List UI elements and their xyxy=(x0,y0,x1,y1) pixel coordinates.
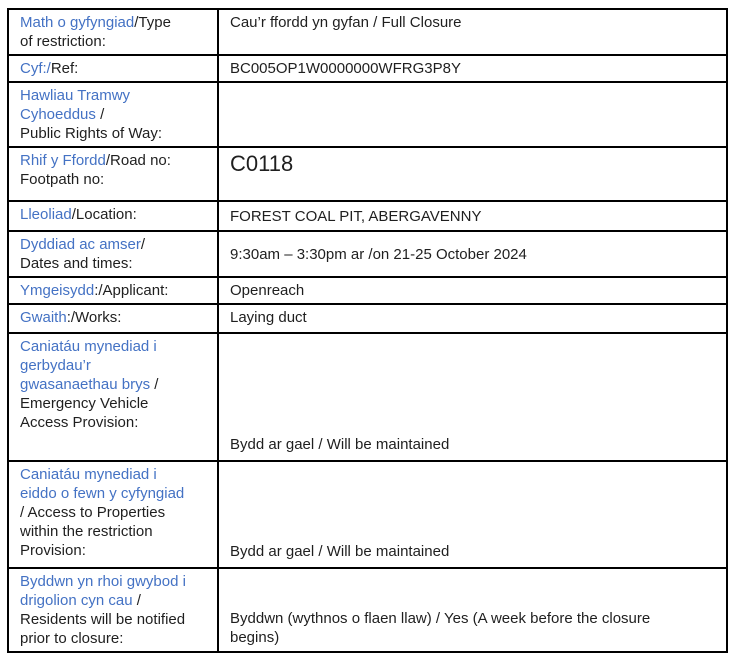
table-row-road-no: Rhif y Ffordd/Road no: Footpath no: C011… xyxy=(7,146,728,202)
cell-value: Openreach xyxy=(230,282,305,299)
table-row-type-of-restriction: Math o gyfyngiad/Type of restriction: Ca… xyxy=(7,8,728,56)
label-english: / Emergency Vehicle Access Provision: xyxy=(20,376,159,431)
label-english: :/Applicant: xyxy=(94,282,169,299)
cell-value: Bydd ar gael / Will be maintained xyxy=(230,543,450,560)
label-welsh: Caniatáu mynediad i gerbydau’r gwasanaet… xyxy=(20,338,157,393)
table-row-location: Lleoliad/Location: FOREST COAL PIT, ABER… xyxy=(7,200,728,232)
label-english: /Location: xyxy=(71,206,137,223)
value-cell-applicant: Openreach xyxy=(217,276,728,305)
value-cell-dates-and-times: 9:30am – 3:30pm ar /on 21-25 October 202… xyxy=(217,230,728,278)
value-cell-public-rights-of-way xyxy=(217,81,728,148)
label-welsh: Cyf:/ xyxy=(20,60,51,77)
cell-value: Laying duct xyxy=(230,309,307,326)
label-english: / Residents will be notified prior to cl… xyxy=(20,592,186,647)
value-cell-access-to-properties: Bydd ar gael / Will be maintained xyxy=(217,460,728,569)
label-cell-dates-and-times: Dyddiad ac amser/ Dates and times: xyxy=(7,230,219,278)
label-cell-road-no: Rhif y Ffordd/Road no: Footpath no: xyxy=(7,146,219,202)
label-english: / Access to Properties within the restri… xyxy=(20,504,166,559)
label-cell-works: Gwaith:/Works: xyxy=(7,303,219,334)
label-cell-access-to-properties: Caniatáu mynediad i eiddo o fewn y cyfyn… xyxy=(7,460,219,569)
table-row-dates-and-times: Dyddiad ac amser/ Dates and times: 9:30a… xyxy=(7,230,728,278)
restriction-notice-table: Math o gyfyngiad/Type of restriction: Ca… xyxy=(7,8,728,653)
label-welsh: Byddwn yn rhoi gwybod i drigolion cyn ca… xyxy=(20,573,186,609)
cell-value: FOREST COAL PIT, ABERGAVENNY xyxy=(230,207,482,225)
table-row-works: Gwaith:/Works: Laying duct xyxy=(7,303,728,334)
value-cell-emergency-vehicle-access: Bydd ar gael / Will be maintained xyxy=(217,332,728,462)
value-cell-ref: BC005OP1W0000000WFRG3P8Y xyxy=(217,54,728,83)
value-cell-residents-notified: Byddwn (wythnos o flaen llaw) / Yes (A w… xyxy=(217,567,728,653)
table-row-access-to-properties: Caniatáu mynediad i eiddo o fewn y cyfyn… xyxy=(7,460,728,569)
label-english: :/Works: xyxy=(66,309,122,326)
table-row-public-rights-of-way: Hawliau Tramwy Cyhoeddus / Public Rights… xyxy=(7,81,728,148)
label-welsh: Dyddiad ac amser xyxy=(20,236,141,253)
label-welsh: Caniatáu mynediad i eiddo o fewn y cyfyn… xyxy=(20,466,185,502)
cell-value: BC005OP1W0000000WFRG3P8Y xyxy=(230,60,461,77)
label-welsh: Rhif y Ffordd xyxy=(20,152,106,169)
label-cell-ref: Cyf:/Ref: xyxy=(7,54,219,83)
cell-value: C0118 xyxy=(230,151,294,176)
cell-value: Byddwn (wythnos o flaen llaw) / Yes (A w… xyxy=(230,610,651,646)
label-cell-type-of-restriction: Math o gyfyngiad/Type of restriction: xyxy=(7,8,219,56)
label-welsh: Gwaith xyxy=(20,309,67,326)
table-row-emergency-vehicle-access: Caniatáu mynediad i gerbydau’r gwasanaet… xyxy=(7,332,728,462)
value-cell-road-no: C0118 xyxy=(217,146,728,202)
label-welsh: Hawliau Tramwy Cyhoeddus xyxy=(20,87,131,123)
label-english: Ref: xyxy=(50,60,79,77)
table-row-ref: Cyf:/Ref: BC005OP1W0000000WFRG3P8Y xyxy=(7,54,728,83)
label-cell-location: Lleoliad/Location: xyxy=(7,200,219,232)
table-row-applicant: Ymgeisydd:/Applicant: Openreach xyxy=(7,276,728,305)
label-english: /Type of restriction: xyxy=(20,14,171,50)
label-english: / Public Rights of Way: xyxy=(20,106,162,142)
label-welsh: Math o gyfyngiad xyxy=(20,14,135,31)
table-row-residents-notified: Byddwn yn rhoi gwybod i drigolion cyn ca… xyxy=(7,567,728,653)
label-english: /Road no: Footpath no: xyxy=(20,152,171,188)
label-cell-emergency-vehicle-access: Caniatáu mynediad i gerbydau’r gwasanaet… xyxy=(7,332,219,462)
label-cell-residents-notified: Byddwn yn rhoi gwybod i drigolion cyn ca… xyxy=(7,567,219,653)
cell-value: 9:30am – 3:30pm ar /on 21-25 October 202… xyxy=(230,245,527,263)
cell-value: Bydd ar gael / Will be maintained xyxy=(230,436,450,453)
label-welsh: Lleoliad xyxy=(20,206,72,223)
label-cell-applicant: Ymgeisydd:/Applicant: xyxy=(7,276,219,305)
value-cell-type-of-restriction: Cau’r ffordd yn gyfan / Full Closure xyxy=(217,8,728,56)
cell-value: Cau’r ffordd yn gyfan / Full Closure xyxy=(230,14,462,31)
value-cell-works: Laying duct xyxy=(217,303,728,334)
label-cell-public-rights-of-way: Hawliau Tramwy Cyhoeddus / Public Rights… xyxy=(7,81,219,148)
label-welsh: Ymgeisydd xyxy=(20,282,95,299)
value-cell-location: FOREST COAL PIT, ABERGAVENNY xyxy=(217,200,728,232)
label-english: / Dates and times: xyxy=(20,236,146,272)
